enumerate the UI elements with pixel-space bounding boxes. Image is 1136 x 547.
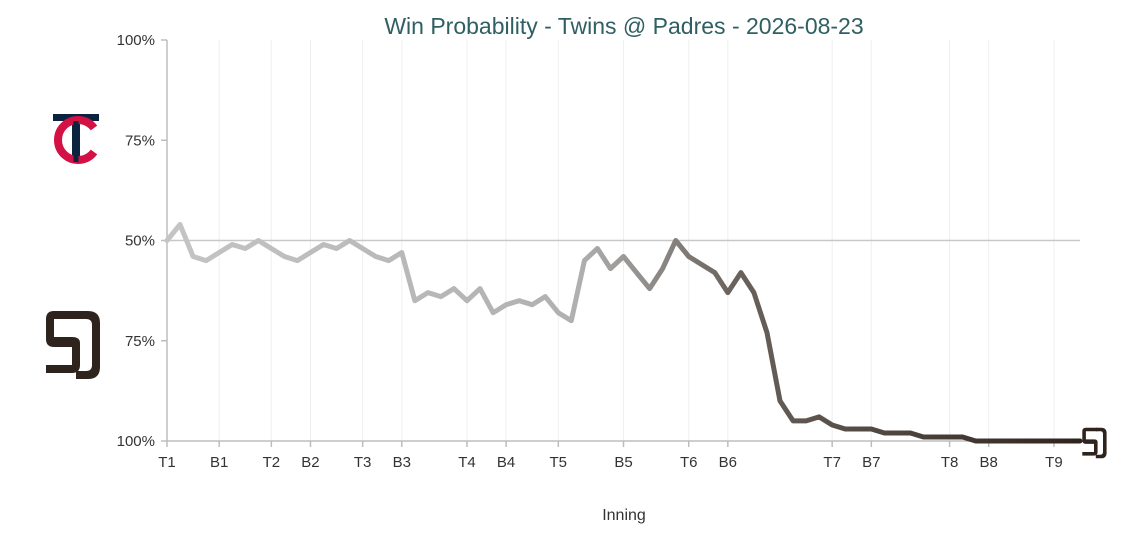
x-axis-label: Inning [602,507,646,524]
x-tick-label: T4 [458,454,476,471]
y-tick-label: 100% [117,32,155,49]
x-tick-label: T3 [354,454,372,471]
twins-tc-logo [53,114,99,164]
win-probability-line [164,222,1083,444]
x-tick-labels: T1 B1 T2 B2 T3 B3 T4 B4 T5 B5 T6 B6 T7 B7 T8 B8 T9 [158,441,1063,471]
padres-sd-end-logo [1082,427,1107,459]
x-tick-label: B2 [301,454,319,471]
x-tick-label: T2 [263,454,281,471]
end-logo-d-shape [1095,427,1107,459]
x-tick-label: B3 [393,454,411,471]
x-tick-label: B6 [719,454,737,471]
logo-s-shape [46,311,80,373]
x-tick-label: T7 [823,454,841,471]
y-tick-label: 100% [117,433,155,450]
x-tick-label: B4 [497,454,515,471]
x-tick-label: T9 [1045,454,1063,471]
y-tick-label: 75% [125,333,155,350]
x-tick-label: B1 [210,454,228,471]
logo-c-shape [54,116,98,164]
end-logo-s-shape [1082,427,1098,456]
logo-t-stem [73,121,79,162]
x-tick-label: B7 [862,454,880,471]
x-tick-label: B8 [980,454,998,471]
x-tick-label: T8 [941,454,959,471]
x-tick-label: T6 [680,454,698,471]
chart-title: Win Probability - Twins @ Padres - 2026-… [384,13,863,39]
x-tick-label: T1 [158,454,176,471]
logo-d-shape [76,311,100,379]
y-tick-label: 50% [125,233,155,250]
y-tick-label: 75% [125,132,155,149]
x-tick-label: B5 [614,454,632,471]
x-tick-label: T5 [550,454,568,471]
y-tick-labels: 100% 75% 50% 75% 100% [117,32,167,450]
grid [166,40,1080,441]
padres-sd-logo [46,311,100,379]
